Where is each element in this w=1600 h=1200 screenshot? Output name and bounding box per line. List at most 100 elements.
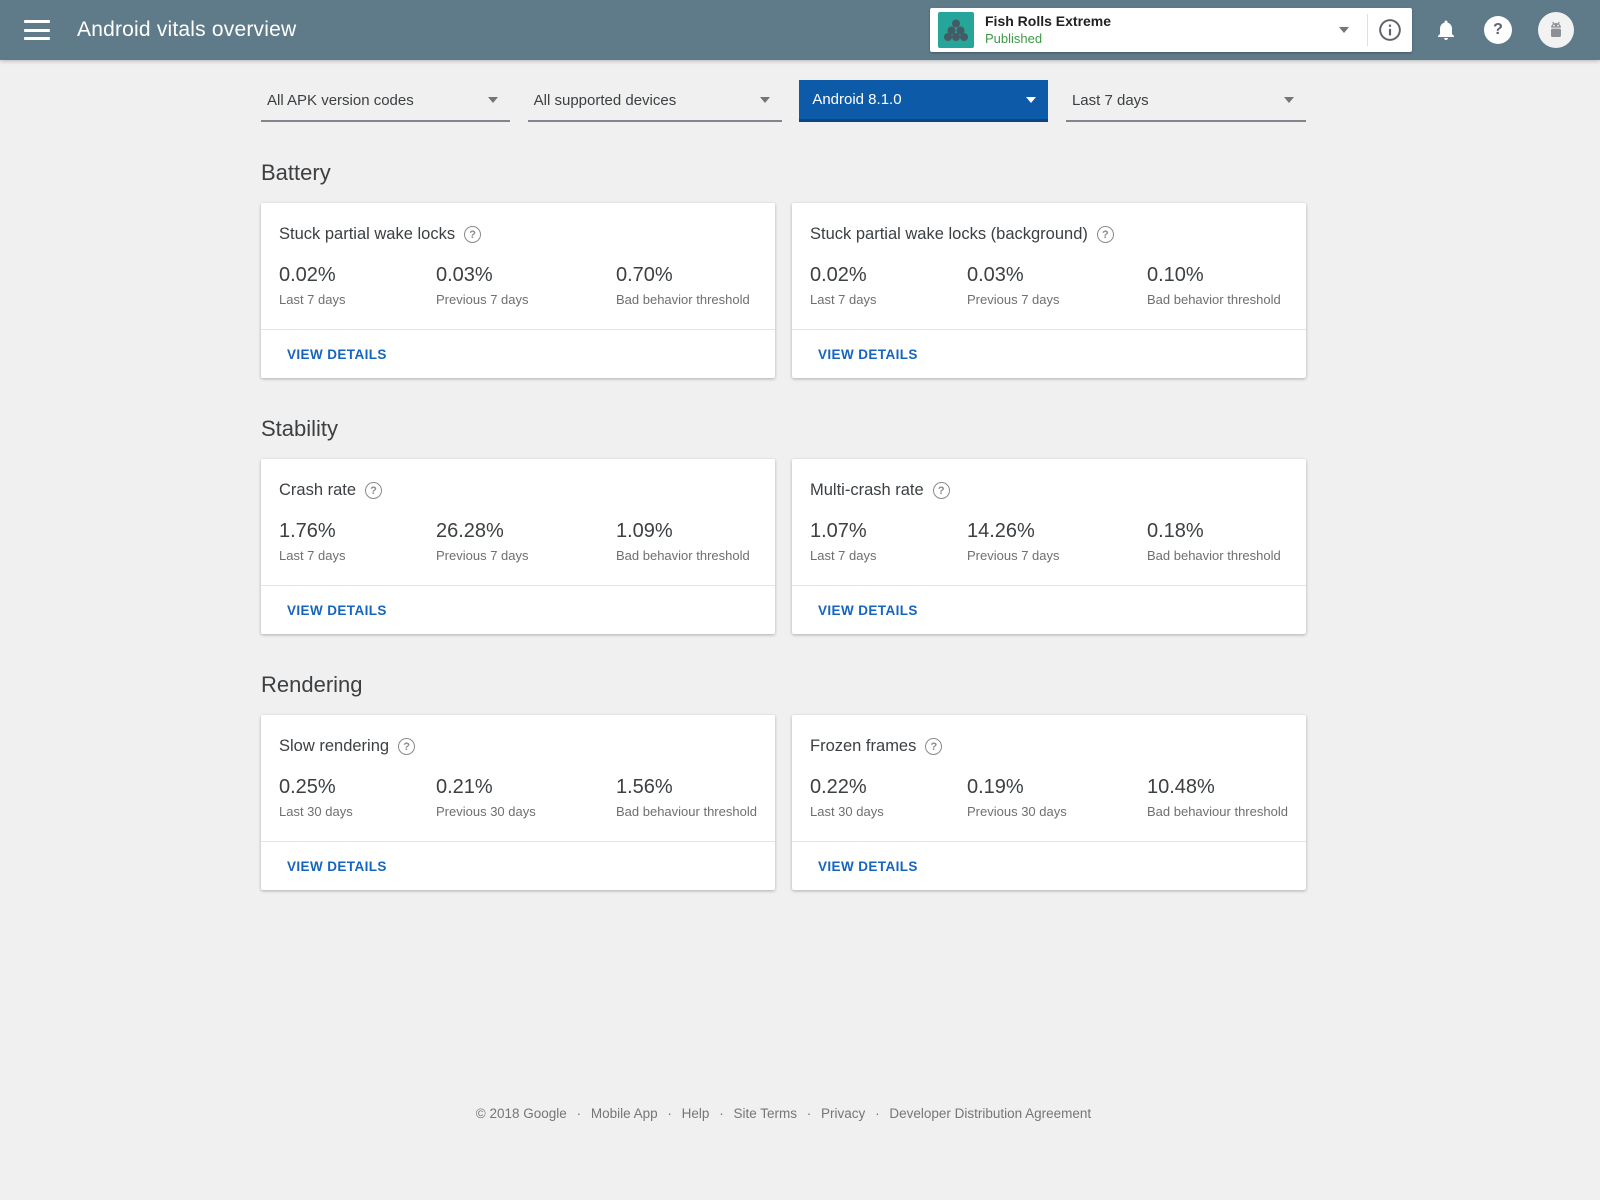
app-icon [938,12,974,48]
divider [261,841,775,842]
stat-value: 1.56% [616,776,673,798]
view-details-link[interactable]: VIEW DETAILS [287,347,387,362]
stat-label: Last 7 days [810,292,877,307]
help-icon[interactable]: ? [932,482,950,499]
filter-android-version[interactable]: Android 8.1.0 [799,80,1049,122]
view-details-link[interactable]: VIEW DETAILS [287,859,387,874]
card-title: Multi-crash rate [810,481,924,499]
stat-value: 14.26% [967,520,1035,542]
card-stuck-partial-wake-locks-background: Stuck partial wake locks (background) ? … [792,203,1306,378]
stat-label: Previous 7 days [436,292,529,307]
separator: · [667,1106,672,1121]
avatar[interactable] [1538,12,1574,48]
info-icon[interactable] [1368,8,1412,52]
stat-label: Previous 7 days [967,292,1060,307]
separator: · [875,1106,880,1121]
help-icon[interactable]: ? [1484,16,1512,44]
stat-value: 0.02% [810,264,867,286]
app-name: Fish Rolls Extreme [985,13,1112,30]
divider [792,329,1306,330]
section-battery: Battery Stuck partial wake locks ? 0.02%… [261,160,1306,378]
filter-apk-version[interactable]: All APK version codes [261,80,510,122]
help-icon[interactable]: ? [925,738,943,755]
filter-label: Android 8.1.0 [812,91,902,108]
stat-value: 0.19% [967,776,1024,798]
hamburger-menu-icon[interactable] [24,20,50,40]
help-glyph: ? [937,484,945,497]
divider [261,329,775,330]
view-details-link[interactable]: VIEW DETAILS [287,603,387,618]
stat: 1.76% Last 7 days [279,520,436,563]
stat-value: 0.03% [967,264,1024,286]
stat-label: Bad behavior threshold [616,548,750,563]
card-frozen-frames: Frozen frames ? 0.22% Last 30 days 0.19%… [792,715,1306,890]
help-icon[interactable]: ? [365,482,383,499]
stat-label: Last 30 days [279,804,353,819]
filter-label: Last 7 days [1071,91,1149,109]
stat-value: 0.03% [436,264,493,286]
stat-label: Last 7 days [279,548,346,563]
footer: © 2018 Google · Mobile App · Help · Site… [261,1106,1306,1121]
card-crash-rate: Crash rate ? 1.76% Last 7 days 26.28% Pr… [261,459,775,634]
card-title: Frozen frames [810,737,917,755]
main-content: All APK version codes All supported devi… [261,80,1306,890]
footer-link-privacy[interactable]: Privacy [821,1106,866,1121]
divider [792,585,1306,586]
stat-label: Bad behaviour threshold [1147,804,1288,819]
help-glyph: ? [930,740,938,753]
stat: 1.56% Bad behaviour threshold [616,776,775,819]
stat-label: Previous 30 days [436,804,536,819]
stat: 0.03% Previous 7 days [436,264,616,307]
app-selector-dropdown[interactable]: Fish Rolls Extreme Published [930,8,1412,52]
help-glyph: ? [403,740,410,753]
stat: 0.10% Bad behavior threshold [1147,264,1306,307]
stat-value: 1.76% [279,520,336,542]
stat: 26.28% Previous 7 days [436,520,616,563]
section-heading: Battery [261,160,331,185]
stat-label: Last 7 days [279,292,346,307]
stat-label: Bad behavior threshold [1147,548,1281,563]
help-glyph: ? [1102,228,1109,241]
help-icon[interactable]: ? [398,738,416,755]
help-icon[interactable]: ? [464,226,482,243]
stat-label: Previous 7 days [967,548,1060,563]
stat-label: Last 30 days [810,804,884,819]
stat: 0.03% Previous 7 days [967,264,1147,307]
stat: 0.18% Bad behavior threshold [1147,520,1306,563]
filter-devices[interactable]: All supported devices [527,80,782,122]
section-heading: Rendering [261,672,363,697]
help-icon[interactable]: ? [1096,226,1114,243]
stat-value: 1.09% [616,520,673,542]
help-glyph: ? [370,484,377,497]
app-status-badge: Published [985,30,1043,46]
separator: · [719,1106,724,1121]
stat: 0.19% Previous 30 days [967,776,1147,819]
section-stability: Stability Crash rate ? 1.76% Last 7 days… [261,416,1306,634]
filter-date-range[interactable]: Last 7 days [1065,80,1306,122]
stat-value: 0.25% [279,776,336,798]
footer-link-help[interactable]: Help [681,1106,710,1121]
stat-value: 26.28% [436,520,504,542]
divider [792,841,1306,842]
section-heading: Stability [261,416,339,441]
footer-link-dda[interactable]: Developer Distribution Agreement [889,1106,1092,1121]
footer-link-mobile-app[interactable]: Mobile App [590,1106,658,1121]
stat-value: 0.18% [1147,520,1204,542]
stat-label: Bad behaviour threshold [616,804,757,819]
stat-value: 0.22% [810,776,867,798]
view-details-link[interactable]: VIEW DETAILS [818,859,918,874]
footer-link-site-terms[interactable]: Site Terms [733,1106,797,1121]
chevron-down-icon [488,97,498,103]
filter-bar: All APK version codes All supported devi… [261,80,1306,122]
filter-label: All APK version codes [267,91,414,109]
divider [261,585,775,586]
stat-value: 0.70% [616,264,673,286]
stat-value: 1.07% [810,520,867,542]
stat: 0.02% Last 7 days [279,264,436,307]
view-details-link[interactable]: VIEW DETAILS [818,603,918,618]
stat: 0.21% Previous 30 days [436,776,616,819]
chevron-down-icon [1283,97,1294,103]
stat: 14.26% Previous 7 days [967,520,1147,563]
view-details-link[interactable]: VIEW DETAILS [818,347,918,362]
notifications-bell-icon[interactable] [1434,18,1458,42]
